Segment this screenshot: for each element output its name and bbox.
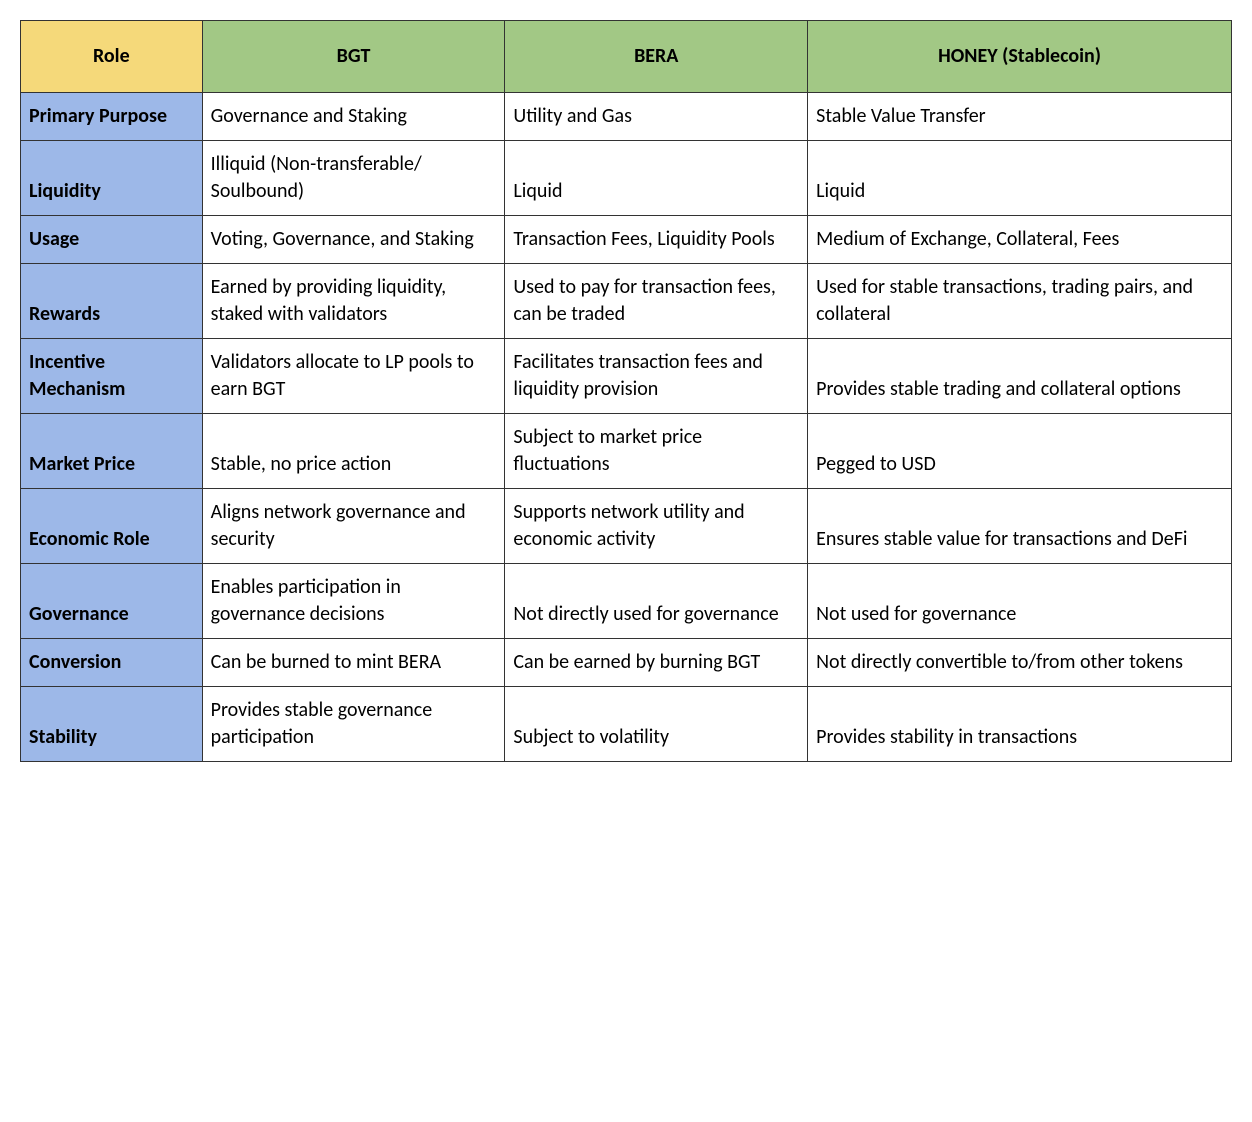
cell-bgt: Governance and Staking	[202, 93, 505, 141]
cell-honey: Stable Value Transfer	[808, 93, 1232, 141]
row-label: Rewards	[21, 264, 203, 339]
cell-honey: Provides stability in transactions	[808, 687, 1232, 762]
header-honey: HONEY (Stablecoin)	[808, 21, 1232, 93]
cell-bgt: Validators allocate to LP pools to earn …	[202, 339, 505, 414]
cell-bera: Subject to market price fluctuations	[505, 414, 808, 489]
header-role: Role	[21, 21, 203, 93]
row-label: Economic Role	[21, 489, 203, 564]
cell-bgt: Enables participation in governance deci…	[202, 564, 505, 639]
header-bera: BERA	[505, 21, 808, 93]
row-label: Incentive Mechanism	[21, 339, 203, 414]
cell-bgt: Can be burned to mint BERA	[202, 639, 505, 687]
cell-bgt: Aligns network governance and security	[202, 489, 505, 564]
cell-bgt: Illiquid (Non-transferable/ Soulbound)	[202, 141, 505, 216]
cell-bgt: Provides stable governance participation	[202, 687, 505, 762]
header-bgt: BGT	[202, 21, 505, 93]
row-label: Governance	[21, 564, 203, 639]
cell-bera: Subject to volatility	[505, 687, 808, 762]
cell-honey: Provides stable trading and collateral o…	[808, 339, 1232, 414]
cell-bgt: Stable, no price action	[202, 414, 505, 489]
row-label: Liquidity	[21, 141, 203, 216]
cell-bera: Supports network utility and economic ac…	[505, 489, 808, 564]
table-row: Economic Role Aligns network governance …	[21, 489, 1232, 564]
cell-bgt: Voting, Governance, and Staking	[202, 216, 505, 264]
row-label: Usage	[21, 216, 203, 264]
row-label: Stability	[21, 687, 203, 762]
cell-bera: Transaction Fees, Liquidity Pools	[505, 216, 808, 264]
cell-honey: Medium of Exchange, Collateral, Fees	[808, 216, 1232, 264]
table-row: Primary Purpose Governance and Staking U…	[21, 93, 1232, 141]
table-header-row: Role BGT BERA HONEY (Stablecoin)	[21, 21, 1232, 93]
table-row: Governance Enables participation in gove…	[21, 564, 1232, 639]
row-label: Primary Purpose	[21, 93, 203, 141]
cell-honey: Not used for governance	[808, 564, 1232, 639]
table-row: Stability Provides stable governance par…	[21, 687, 1232, 762]
cell-bgt: Earned by providing liquidity, staked wi…	[202, 264, 505, 339]
row-label: Market Price	[21, 414, 203, 489]
cell-honey: Not directly convertible to/from other t…	[808, 639, 1232, 687]
row-label: Conversion	[21, 639, 203, 687]
cell-bera: Liquid	[505, 141, 808, 216]
table-row: Market Price Stable, no price action Sub…	[21, 414, 1232, 489]
table-body: Primary Purpose Governance and Staking U…	[21, 93, 1232, 762]
table-row: Incentive Mechanism Validators allocate …	[21, 339, 1232, 414]
cell-honey: Pegged to USD	[808, 414, 1232, 489]
table-row: Rewards Earned by providing liquidity, s…	[21, 264, 1232, 339]
cell-bera: Used to pay for transaction fees, can be…	[505, 264, 808, 339]
cell-honey: Used for stable transactions, trading pa…	[808, 264, 1232, 339]
cell-bera: Can be earned by burning BGT	[505, 639, 808, 687]
cell-honey: Ensures stable value for transactions an…	[808, 489, 1232, 564]
table-row: Usage Voting, Governance, and Staking Tr…	[21, 216, 1232, 264]
table-row: Liquidity Illiquid (Non-transferable/ So…	[21, 141, 1232, 216]
cell-bera: Not directly used for governance	[505, 564, 808, 639]
cell-bera: Utility and Gas	[505, 93, 808, 141]
cell-bera: Facilitates transaction fees and liquidi…	[505, 339, 808, 414]
cell-honey: Liquid	[808, 141, 1232, 216]
token-comparison-table: Role BGT BERA HONEY (Stablecoin) Primary…	[20, 20, 1232, 762]
table-row: Conversion Can be burned to mint BERA Ca…	[21, 639, 1232, 687]
